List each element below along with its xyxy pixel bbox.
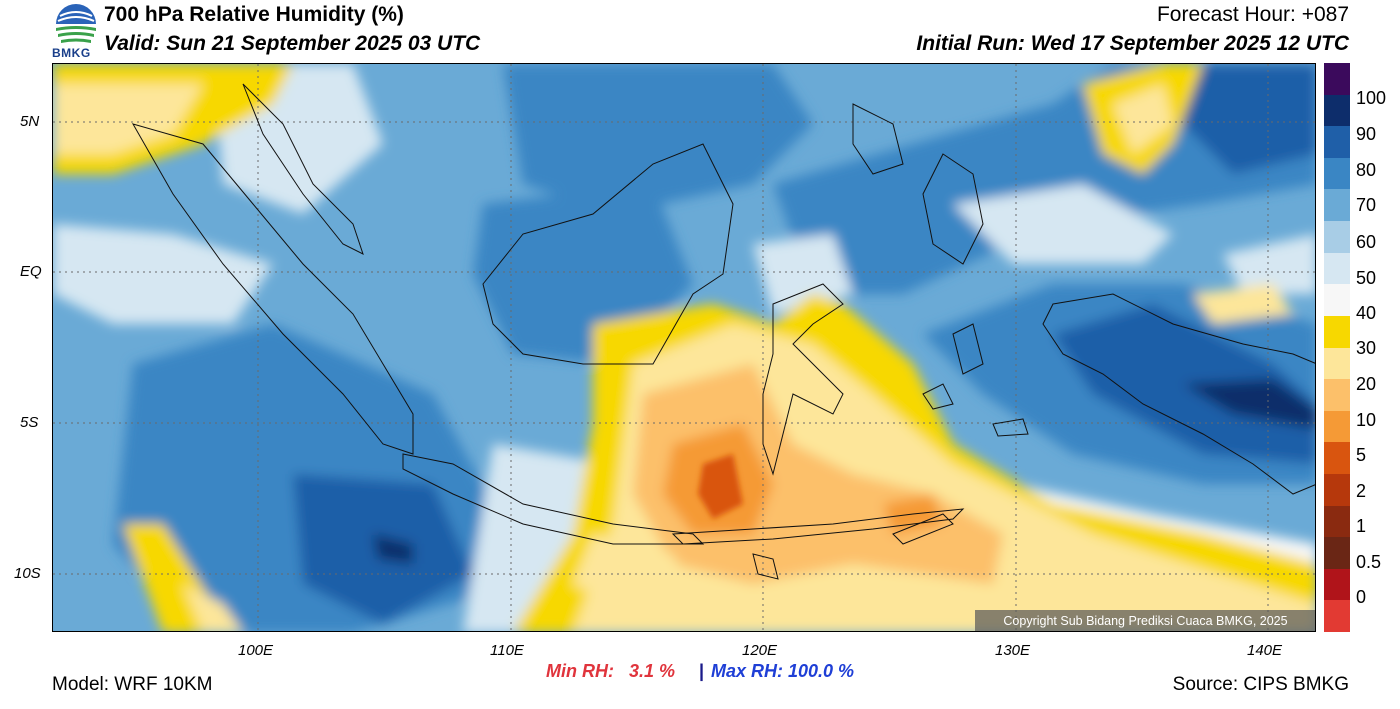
colorbar-label: 70 — [1356, 195, 1377, 215]
colorbar-label: 50 — [1356, 268, 1377, 288]
colorbar-swatch — [1324, 568, 1350, 601]
colorbar-label: 80 — [1356, 160, 1377, 180]
lon-label-110e: 110E — [490, 642, 524, 659]
colorbar-swatch — [1324, 442, 1350, 475]
source-label: Source: CIPS BMKG — [1172, 674, 1349, 695]
colorbar-label: 90 — [1356, 124, 1377, 144]
lon-label-100e: 100E — [238, 642, 274, 659]
min-rh-label: Min RH: — [546, 661, 614, 681]
grid-lines — [53, 64, 1315, 631]
forecast-hour: Forecast Hour: +087 — [1156, 3, 1349, 26]
min-rh-value: 3.1 % — [629, 661, 676, 681]
colorbar-label: 2 — [1356, 481, 1367, 501]
colorbar-swatch — [1324, 473, 1350, 507]
lon-label-140e: 140E — [1247, 642, 1283, 659]
lat-label-5s: 5S — [20, 414, 39, 431]
lon-label-130e: 130E — [995, 642, 1031, 659]
logo-text: BMKG — [52, 46, 91, 60]
colorbar-label: 5 — [1356, 445, 1367, 465]
colorbar-swatch — [1324, 410, 1350, 443]
coastlines — [131, 83, 1315, 580]
colorbar-swatch — [1324, 126, 1350, 159]
colorbar-swatch — [1324, 157, 1350, 190]
chart-title: 700 hPa Relative Humidity (%) — [104, 3, 404, 26]
colorbar-label: 10 — [1356, 410, 1377, 430]
bmkg-emblem-icon — [56, 4, 96, 43]
colorbar-swatch — [1324, 505, 1350, 538]
colorbar-swatch — [1324, 347, 1350, 380]
colorbar-label: 0 — [1356, 587, 1367, 607]
colorbar-swatch — [1324, 537, 1350, 570]
map-panel: Copyright Sub Bidang Prediksi Cuaca BMKG… — [52, 63, 1316, 632]
lat-label-5n: 5N — [20, 113, 40, 130]
colorbar-swatch — [1324, 379, 1350, 412]
bmkg-logo: BMKG — [52, 2, 100, 60]
model-label: Model: WRF 10KM — [52, 674, 213, 695]
colorbar-swatch — [1324, 252, 1350, 285]
lon-label-120e: 120E — [742, 642, 778, 659]
min-rh: Min RH: 3.1 % — [546, 661, 675, 682]
lat-label-10s: 10S — [14, 565, 41, 582]
colorbar-swatch — [1324, 315, 1350, 348]
humidity-field — [53, 64, 1315, 631]
colorbar-swatch — [1324, 600, 1350, 633]
colorbar-swatch — [1324, 221, 1350, 254]
colorbar-swatch — [1324, 94, 1350, 127]
colorbar-label: 40 — [1356, 303, 1377, 323]
max-rh: Max RH: 100.0 % — [711, 661, 855, 681]
valid-time: Valid: Sun 21 September 2025 03 UTC — [104, 32, 481, 55]
colorbar-swatch — [1324, 284, 1350, 317]
lat-label-eq: EQ — [20, 263, 42, 280]
colorbar-swatch — [1324, 63, 1350, 96]
colorbar — [1324, 63, 1350, 633]
colorbar-label: 1 — [1356, 516, 1367, 536]
rh-separator: | — [699, 661, 705, 681]
colorbar-label: 20 — [1356, 374, 1377, 394]
colorbar-label: 0.5 — [1356, 552, 1382, 572]
initial-run: Initial Run: Wed 17 September 2025 12 UT… — [916, 32, 1349, 55]
colorbar-swatch — [1324, 189, 1350, 222]
colorbar-label: 100 — [1356, 88, 1387, 108]
colorbar-label: 60 — [1356, 232, 1377, 252]
colorbar-label: 30 — [1356, 338, 1377, 358]
copyright-notice: Copyright Sub Bidang Prediksi Cuaca BMKG… — [975, 610, 1315, 631]
